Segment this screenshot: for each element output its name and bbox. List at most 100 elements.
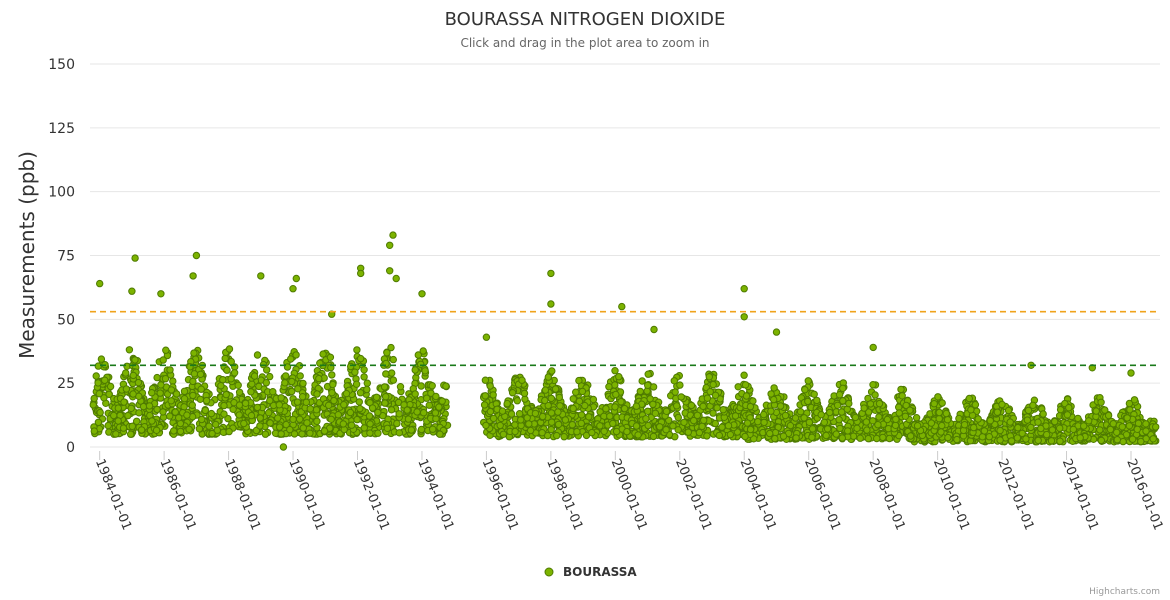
data-point[interactable] xyxy=(380,383,389,391)
data-point[interactable] xyxy=(791,414,800,422)
data-point[interactable] xyxy=(974,415,982,423)
data-point[interactable] xyxy=(871,391,879,399)
data-point[interactable] xyxy=(95,390,104,398)
data-point[interactable] xyxy=(125,346,134,354)
data-point[interactable] xyxy=(711,391,720,399)
data-point[interactable] xyxy=(808,433,816,441)
data-point[interactable] xyxy=(124,411,132,420)
data-point[interactable] xyxy=(970,423,978,432)
data-point[interactable] xyxy=(266,372,274,381)
credits-link[interactable]: Highcharts.com xyxy=(1089,587,1160,597)
data-point[interactable] xyxy=(1014,424,1022,432)
data-point[interactable] xyxy=(746,402,755,411)
data-point[interactable] xyxy=(346,408,355,417)
data-point[interactable] xyxy=(190,370,199,378)
data-point[interactable] xyxy=(294,385,302,393)
data-point[interactable] xyxy=(525,420,533,428)
data-point[interactable] xyxy=(114,417,122,425)
data-point[interactable] xyxy=(1069,425,1078,434)
data-point[interactable] xyxy=(183,411,191,419)
data-point[interactable] xyxy=(133,417,141,425)
data-point[interactable] xyxy=(617,398,625,406)
data-point[interactable] xyxy=(1004,406,1013,415)
data-point[interactable] xyxy=(1006,418,1014,426)
data-point[interactable] xyxy=(366,429,374,437)
data-point[interactable] xyxy=(120,398,128,406)
data-point[interactable] xyxy=(548,367,556,375)
data-point-peak[interactable] xyxy=(192,251,201,260)
data-point[interactable] xyxy=(609,419,617,428)
data-point[interactable] xyxy=(935,415,943,423)
data-point[interactable] xyxy=(656,423,664,431)
data-point[interactable] xyxy=(820,418,828,426)
data-point[interactable] xyxy=(212,420,220,429)
data-point[interactable] xyxy=(503,399,511,408)
data-point[interactable] xyxy=(420,409,428,417)
data-point[interactable] xyxy=(298,430,306,438)
data-point[interactable] xyxy=(863,426,871,434)
data-point[interactable] xyxy=(724,422,733,430)
data-point[interactable] xyxy=(700,416,708,424)
data-point[interactable] xyxy=(1029,401,1037,409)
data-point[interactable] xyxy=(217,382,225,390)
data-point[interactable] xyxy=(674,426,682,434)
data-point[interactable] xyxy=(360,373,368,381)
data-point[interactable] xyxy=(411,390,419,398)
data-point[interactable] xyxy=(511,427,519,436)
data-point[interactable] xyxy=(960,421,969,429)
data-point[interactable] xyxy=(1097,398,1105,406)
data-point[interactable] xyxy=(649,400,657,408)
data-point-peak[interactable] xyxy=(292,274,300,283)
data-point[interactable] xyxy=(553,431,561,440)
data-point[interactable] xyxy=(201,406,210,415)
data-point[interactable] xyxy=(180,403,188,411)
data-point[interactable] xyxy=(442,382,450,390)
data-point[interactable] xyxy=(1007,437,1016,445)
data-point[interactable] xyxy=(256,414,264,422)
data-point[interactable] xyxy=(128,422,137,430)
data-point-peak[interactable] xyxy=(618,302,626,311)
data-point[interactable] xyxy=(897,385,905,394)
data-point[interactable] xyxy=(277,430,285,438)
data-point[interactable] xyxy=(942,409,950,418)
data-point[interactable] xyxy=(709,380,717,389)
data-point[interactable] xyxy=(813,396,821,405)
data-point[interactable] xyxy=(879,433,887,442)
data-point[interactable] xyxy=(110,411,118,420)
data-point[interactable] xyxy=(684,428,692,436)
data-point[interactable] xyxy=(289,415,297,423)
data-point[interactable] xyxy=(544,401,552,410)
data-point[interactable] xyxy=(127,430,135,438)
data-point[interactable] xyxy=(395,429,403,437)
data-point[interactable] xyxy=(776,402,785,410)
data-point[interactable] xyxy=(883,415,892,424)
data-point[interactable] xyxy=(172,390,181,398)
data-point[interactable] xyxy=(166,366,174,374)
data-point[interactable] xyxy=(1118,423,1127,431)
data-point[interactable] xyxy=(508,389,517,397)
data-point[interactable] xyxy=(94,379,102,387)
data-point[interactable] xyxy=(1106,425,1115,434)
data-point[interactable] xyxy=(547,425,555,434)
data-point[interactable] xyxy=(148,417,156,425)
data-point[interactable] xyxy=(554,420,563,429)
data-point[interactable] xyxy=(796,408,805,416)
data-point[interactable] xyxy=(1080,422,1088,430)
data-point[interactable] xyxy=(1037,424,1045,433)
data-point[interactable] xyxy=(97,355,106,363)
data-point[interactable] xyxy=(980,427,989,435)
data-point[interactable] xyxy=(122,369,130,377)
data-point[interactable] xyxy=(638,377,646,385)
data-point[interactable] xyxy=(353,346,361,354)
data-point[interactable] xyxy=(425,401,433,409)
data-point[interactable] xyxy=(605,383,613,391)
data-point[interactable] xyxy=(383,424,392,432)
data-point[interactable] xyxy=(320,427,329,435)
data-point[interactable] xyxy=(726,430,735,439)
data-point[interactable] xyxy=(266,419,274,427)
data-point[interactable] xyxy=(381,399,389,407)
data-point[interactable] xyxy=(389,376,398,384)
data-point[interactable] xyxy=(944,433,952,442)
data-point[interactable] xyxy=(693,411,702,419)
data-point[interactable] xyxy=(256,422,264,430)
